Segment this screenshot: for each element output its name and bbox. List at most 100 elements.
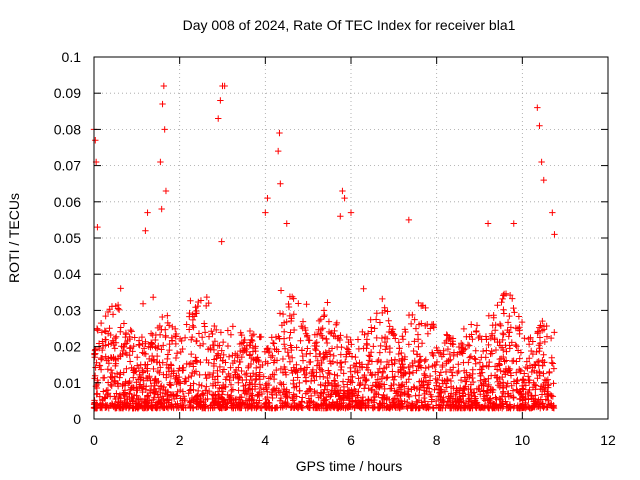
- data-point: [487, 372, 495, 379]
- data-point: [108, 382, 115, 390]
- data-point: [139, 300, 147, 307]
- data-point: [128, 328, 135, 335]
- data-point: [306, 398, 314, 406]
- data-point: [502, 398, 509, 405]
- data-point: [368, 324, 375, 331]
- data-point: [385, 317, 392, 324]
- data-point: [324, 299, 331, 306]
- data-point: [304, 403, 311, 410]
- data-point: [109, 369, 116, 377]
- data-point: [245, 385, 253, 392]
- data-point: [204, 395, 211, 403]
- data-point: [418, 320, 425, 327]
- data-point: [496, 342, 504, 349]
- data-point: [193, 357, 200, 364]
- data-point: [161, 126, 168, 133]
- data-point: [279, 355, 287, 363]
- data-point: [543, 322, 550, 330]
- data-point: [232, 350, 239, 357]
- data-point: [140, 350, 148, 357]
- x-tick-label: 6: [347, 432, 355, 448]
- data-point: [302, 326, 309, 334]
- data-point: [349, 379, 356, 386]
- data-point: [435, 393, 443, 400]
- data-point: [307, 358, 314, 366]
- data-point: [126, 358, 134, 365]
- data-point: [130, 374, 137, 381]
- data-point: [342, 358, 349, 366]
- data-point: [150, 356, 158, 364]
- data-point: [497, 355, 505, 362]
- data-point: [500, 331, 507, 338]
- data-point: [224, 391, 231, 399]
- data-point: [156, 331, 164, 338]
- data-point: [115, 393, 123, 401]
- data-point: [277, 180, 284, 187]
- data-point: [326, 370, 333, 378]
- data-point: [414, 331, 422, 338]
- data-point: [525, 355, 533, 362]
- data-point: [330, 377, 338, 384]
- data-point: [174, 403, 181, 410]
- data-point: [487, 334, 494, 342]
- data-point: [368, 387, 375, 394]
- data-point: [405, 311, 413, 319]
- data-point: [515, 313, 523, 320]
- data-point: [498, 401, 505, 409]
- data-point: [390, 398, 398, 406]
- data-point: [280, 385, 288, 393]
- data-point: [287, 404, 294, 411]
- data-point: [229, 323, 237, 330]
- data-point: [533, 348, 540, 356]
- data-point: [274, 147, 282, 155]
- data-point: [320, 307, 328, 314]
- data-point: [91, 353, 98, 361]
- data-point: [379, 295, 386, 303]
- data-point: [340, 392, 347, 399]
- data-point: [298, 398, 305, 405]
- data-point: [420, 370, 428, 378]
- data-point: [299, 318, 307, 325]
- data-point: [444, 345, 452, 353]
- data-point: [513, 369, 520, 376]
- data-point: [227, 381, 235, 388]
- data-point: [112, 333, 120, 340]
- data-point: [449, 340, 456, 348]
- data-point: [317, 389, 325, 396]
- data-point: [104, 401, 111, 409]
- data-point: [505, 365, 512, 372]
- data-point: [325, 379, 333, 387]
- data-point: [539, 317, 546, 325]
- data-point: [375, 391, 382, 398]
- data-point: [267, 354, 275, 361]
- y-tick-label: 0.02: [54, 339, 81, 355]
- data-point: [422, 364, 429, 372]
- data-point: [185, 390, 192, 397]
- data-point: [92, 346, 99, 353]
- data-point: [301, 371, 308, 378]
- data-point: [353, 392, 361, 399]
- data-point: [143, 404, 151, 412]
- data-point: [418, 382, 426, 389]
- data-point: [484, 383, 492, 390]
- data-point: [449, 341, 457, 348]
- data-point: [518, 318, 526, 326]
- data-point: [148, 399, 155, 406]
- data-point: [152, 375, 159, 383]
- data-point: [169, 323, 176, 331]
- y-tick-label: 0.05: [54, 230, 81, 246]
- data-point: [508, 339, 515, 346]
- data-point: [375, 369, 382, 376]
- data-point: [541, 338, 549, 346]
- data-point: [405, 341, 413, 348]
- data-point: [281, 391, 289, 398]
- data-point: [376, 319, 384, 326]
- data-point: [401, 326, 409, 333]
- data-point: [126, 379, 133, 386]
- data-point: [275, 348, 282, 355]
- data-point: [345, 393, 352, 400]
- data-point: [264, 346, 271, 353]
- data-point: [293, 361, 300, 368]
- data-point: [420, 377, 428, 385]
- data-point: [297, 337, 304, 344]
